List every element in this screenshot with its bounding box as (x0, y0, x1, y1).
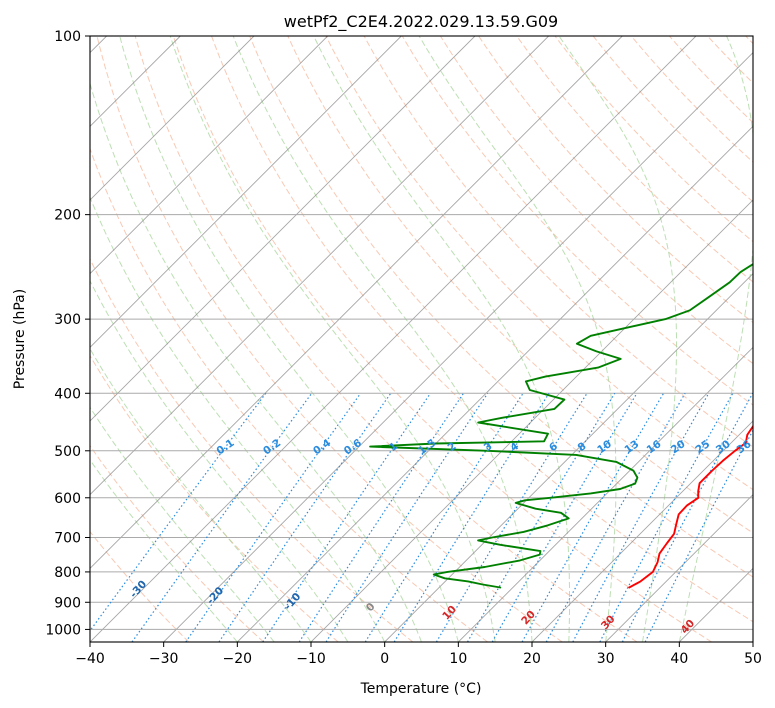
dry-adiabat-line (211, 36, 753, 623)
isotherm-line (90, 36, 328, 275)
x-tick-label: 40 (670, 651, 688, 667)
temperature-series-line (628, 424, 753, 589)
axes: −40 −30 −20 −10 0 10 20 30 40 50 1000 900 800 700 600 5… (45, 29, 762, 667)
dry-adiabat-line (90, 257, 414, 642)
y-tick-label: 700 (54, 531, 81, 547)
dry-adiabat-line (287, 36, 753, 534)
dry-adiabat-line (96, 36, 563, 642)
x-tick-label: 50 (744, 651, 762, 667)
moist-adiabat-line (90, 406, 275, 642)
isotherm-line (531, 420, 753, 642)
plot-frame (89, 35, 754, 643)
y-tick-label: 600 (54, 491, 81, 507)
chart-title: wetPf2_C2E4.2022.029.13.59.G09 (284, 12, 558, 32)
mixing-ratio-line (393, 392, 550, 642)
mixing-ratio-line (325, 392, 489, 642)
dry-adiabat-line (401, 36, 753, 406)
y-tick-label: 400 (54, 386, 81, 402)
dry-adiabat-line (478, 36, 753, 324)
mixing-ratio-line (364, 392, 524, 642)
moist-adiabat-line (678, 36, 753, 642)
moist-adiabat-line (90, 279, 349, 642)
isotherm-line (458, 346, 753, 642)
isotherm-line (237, 125, 753, 642)
moist-adiabat-line (313, 36, 570, 642)
dry-adiabat-line (90, 147, 488, 642)
x-tick-label: 10 (449, 651, 467, 667)
x-tick-label: −30 (149, 651, 179, 667)
mixing-ratio-line (298, 392, 464, 642)
dry-adiabat-line (439, 36, 753, 365)
x-tick-label: −10 (296, 651, 326, 667)
dry-adiabat-line (325, 36, 753, 491)
y-tick-label: 800 (54, 565, 81, 581)
x-axis-label: Temperature (°C) (360, 681, 482, 697)
isotherm-line (90, 36, 476, 422)
y-axis-label: Pressure (hPa) (12, 289, 28, 389)
moist-adiabat-line (119, 36, 459, 642)
mixing-ratio-line (90, 392, 267, 632)
x-tick-label: 0 (380, 651, 389, 667)
dry-adiabat-line (516, 36, 753, 283)
moist-adiabat-line (90, 196, 386, 642)
isotherm-line (605, 494, 753, 642)
dry-adiabat-line (630, 36, 753, 163)
plot-area (90, 36, 753, 642)
moist-adiabat-line (90, 81, 422, 642)
isotherm-line (90, 36, 549, 496)
y-tick-label: 100 (54, 29, 81, 45)
y-tick-label: 300 (54, 312, 81, 328)
x-tick-label: −20 (223, 651, 253, 667)
dewpoint-series-line (369, 262, 753, 589)
dry-adiabat-line (554, 36, 753, 243)
mixing-ratio-line (185, 392, 362, 642)
mixing-ratio-line (521, 392, 665, 642)
y-tick-label: 500 (54, 444, 81, 460)
x-tick-label: 30 (597, 651, 615, 667)
mixing-ratio-line (491, 392, 638, 642)
x-tick-label: −40 (75, 651, 105, 667)
y-tick-label: 900 (54, 595, 81, 611)
dry-adiabat-line (249, 36, 753, 578)
y-tick-label: 200 (54, 208, 81, 224)
profile-series (369, 262, 753, 589)
moist-adiabat-line (90, 347, 312, 642)
isotherm-line (90, 36, 623, 569)
isotherm-line (90, 36, 255, 201)
dry-adiabat-line (592, 36, 753, 203)
moist-adiabat-line (169, 36, 496, 642)
moist-adiabat-line (418, 36, 617, 642)
isotherm-line (90, 36, 697, 642)
mixing-ratio-line (262, 392, 431, 642)
isotherm-line (163, 52, 753, 642)
y-tick-label: 1000 (45, 622, 81, 638)
mixing-ratio-line (435, 392, 588, 642)
dry-adiabat-line (90, 530, 190, 642)
x-tick-label: 20 (523, 651, 541, 667)
moist-adiabat-line (90, 459, 238, 642)
mixing-ratio-line (572, 393, 710, 642)
moist-adiabat-line (232, 36, 533, 642)
mixing-ratio-line (545, 392, 686, 642)
background-lines (90, 36, 753, 642)
isotherm-line (90, 36, 402, 348)
isotherm-line (310, 199, 753, 642)
dry-adiabat-line (134, 36, 638, 642)
mixing-ratio-line (131, 392, 313, 642)
